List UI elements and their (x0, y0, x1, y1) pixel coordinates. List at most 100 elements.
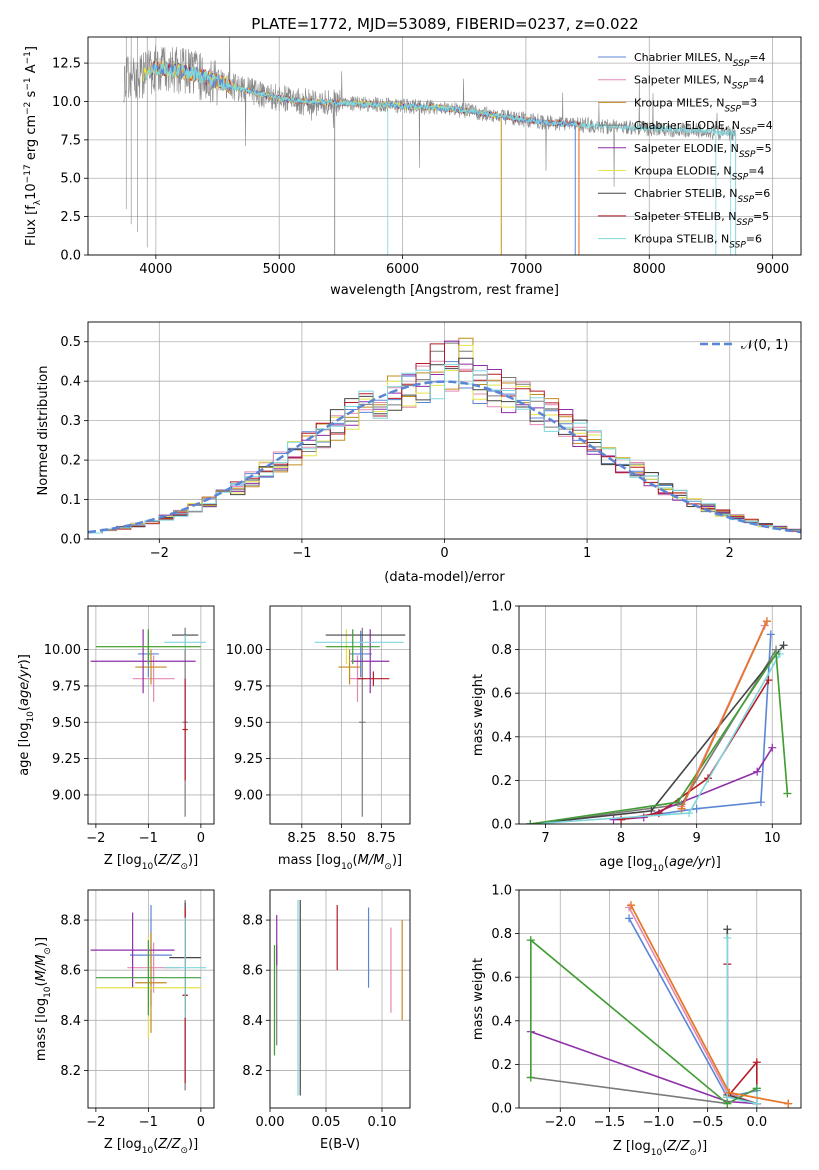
x-tick-label: −1 (139, 1115, 158, 1130)
figure-title: PLATE=1772, MJD=53089, FIBERID=0237, z=0… (251, 15, 638, 33)
x-tick-label: −2 (86, 1115, 105, 1130)
weight-marker (673, 798, 682, 807)
legend-label: Chabrier MILES, NSSP=4 (634, 51, 766, 69)
weight-marker (723, 933, 732, 942)
weight-line (630, 904, 789, 1105)
axes-layer: 4000 5000 6000 7000 8000 90000.02.55.07.510.0… (17, 36, 802, 1158)
legend-label: Chabrier ELODIE, NSSP=4 (634, 119, 773, 137)
mass_vs_Z-panel: −2 −1 0 8.2 8.4 8.6 8.8 Z [log10(Z/Z⊙)] mass [lo… (34, 889, 215, 1156)
weight-marker (677, 804, 686, 813)
weight-marker (526, 1073, 535, 1082)
weight-marker (783, 789, 792, 798)
weight-marker (772, 649, 781, 658)
y-tick-label: 0.8 (491, 927, 512, 942)
residual-histogram (88, 343, 801, 534)
weight-line (530, 644, 785, 824)
legend-label: Salpeter STELIB, NSSP=5 (634, 210, 769, 228)
x-tick-label: 8.75 (367, 831, 396, 846)
y-axis-label: age [log10(age/yr)] (17, 654, 36, 776)
x-tick-label: 0 (197, 1115, 205, 1130)
model-spectrum (145, 61, 736, 137)
grid-mass_vs_ebv (269, 890, 410, 1108)
residual-histogram (88, 344, 801, 534)
x-tick-label: −1.0 (643, 1115, 675, 1130)
x-tick-label: 6000 (386, 262, 419, 277)
weight-line (530, 651, 789, 824)
legend-label: Kroupa STELIB, NSSP=6 (634, 233, 762, 251)
error-bar-point (351, 629, 390, 694)
error-bar-point (132, 655, 175, 702)
spectrum-plot-area (123, 37, 737, 255)
legend-label: Kroupa MILES, NSSP=3 (634, 96, 757, 114)
residual-panel: −2 −1 0 1 2 0.0 0.1 0.2 0.3 0.4 0.5 (data-model)/er… (36, 321, 802, 585)
weight-line (630, 904, 789, 1105)
y-tick-label: 0.6 (491, 687, 512, 702)
y-tick-label: 0.5 (60, 335, 81, 350)
y-tick-label: 9.50 (52, 716, 81, 731)
weight-line (726, 938, 758, 1105)
mass_vs_ebv-plot-area (273, 900, 403, 1096)
y-tick-label: 0.0 (60, 249, 81, 264)
age_vs_Z-plot-area (90, 627, 207, 817)
x-axis-label: Z [log10(Z/Z⊙)] (104, 853, 198, 872)
x-axis-label: wavelength [Angstrom, rest frame] (330, 283, 559, 298)
weight-marker (725, 1088, 734, 1097)
y-tick-label: 5.0 (60, 172, 81, 187)
weight-marker (723, 925, 732, 934)
grid-age_vs_Z (88, 606, 214, 824)
weight-marker (753, 767, 762, 776)
weight-marker (685, 809, 694, 818)
y-tick-label: 9.25 (52, 752, 81, 767)
axes-frame (269, 889, 411, 1109)
weight-marker (647, 806, 656, 815)
weight-line (530, 938, 758, 1105)
y-tick-label: 8.2 (60, 1064, 81, 1079)
y-tick-label: 8.4 (60, 1014, 81, 1029)
weight-marker (627, 901, 636, 910)
y-tick-label: 0.2 (491, 1058, 512, 1073)
y-tick-label: 10.00 (44, 643, 81, 658)
x-tick-label: 8 (617, 831, 625, 846)
y-tick-label: 9.75 (52, 679, 81, 694)
residual-histogram (88, 360, 801, 534)
age_vs_mass-plot-area (314, 627, 406, 817)
x-tick-label: 8.50 (327, 831, 356, 846)
weight-marker (779, 641, 788, 650)
x-tick-label: 7000 (509, 262, 542, 277)
axes-frame (87, 321, 802, 540)
x-tick-label: −0.5 (692, 1115, 724, 1130)
weight-marker (752, 1099, 761, 1108)
y-tick-label: 9.00 (234, 788, 263, 803)
error-bar-point (357, 671, 390, 686)
y-tick-label: 12.5 (52, 57, 81, 72)
x-tick-label: −2 (86, 831, 105, 846)
x-tick-label: −2.0 (544, 1115, 576, 1130)
x-tick-label: 0 (440, 546, 448, 561)
legend-label: Salpeter ELODIE, NSSP=5 (634, 142, 772, 160)
weight-marker (752, 1084, 761, 1093)
x-axis-label: E(B-V) (320, 1137, 360, 1152)
x-axis-label: age [log10(age/yr)] (599, 855, 721, 874)
weight_vs_age-plot-area (526, 617, 792, 824)
weight-line (530, 653, 781, 824)
x-tick-label: 9000 (756, 262, 789, 277)
y-tick-label: 9.75 (234, 679, 263, 694)
normal-curve (88, 380, 801, 534)
y-axis-label: Normed distribution (36, 366, 51, 496)
weight-marker (526, 936, 535, 945)
error-bar-point (135, 649, 167, 685)
y-tick-label: 8.8 (242, 914, 263, 929)
axes-frame (518, 889, 802, 1109)
x-tick-label: −1.5 (594, 1115, 626, 1130)
age_vs_mass-panel: 8.25 8.50 8.75 9.00 9.25 9.50 9.75 10.00 mass [l… (226, 605, 411, 872)
x-tick-label: 0.05 (312, 1115, 341, 1130)
spectrum-legend: Chabrier MILES, NSSP=4 Salpeter MILES, NS… (598, 51, 773, 251)
error-bar-point (90, 629, 196, 694)
x-tick-label: 2 (726, 546, 734, 561)
y-tick-label: 1.0 (491, 884, 512, 899)
weight-line (620, 679, 770, 821)
y-axis-label: mass [log10(M/M⊙)] (34, 937, 53, 1061)
age_vs_Z-panel: −2 −1 0 9.00 9.25 9.50 9.75 10.00 Z [log10(Z/Z⊙)… (17, 605, 215, 872)
grid-weight_vs_age (519, 605, 801, 825)
